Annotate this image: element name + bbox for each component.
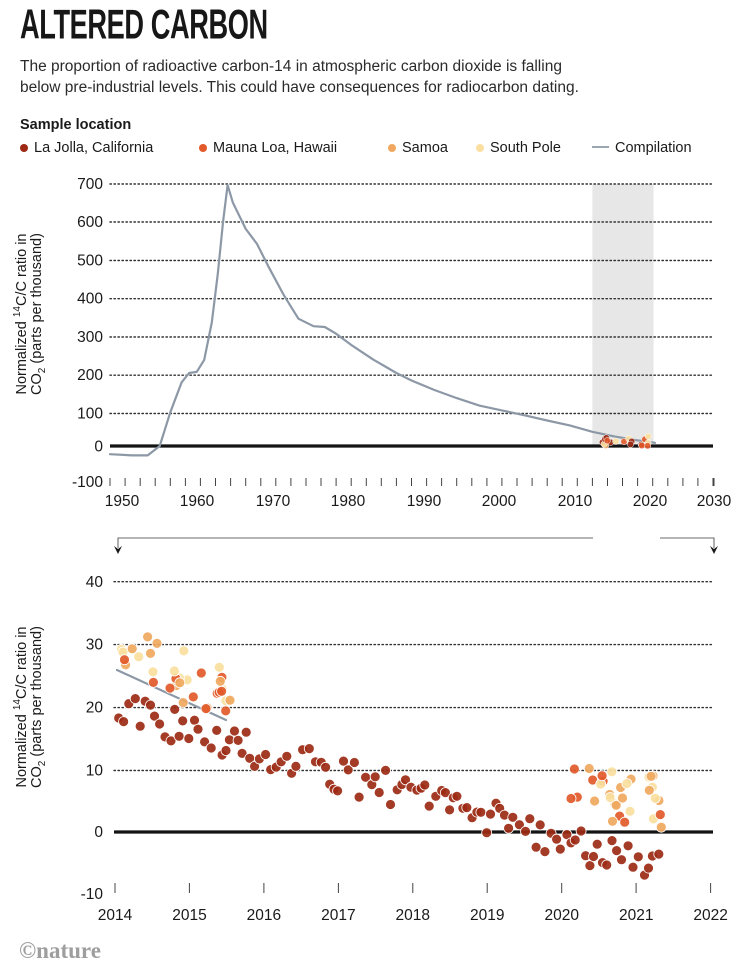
svg-text:300: 300: [77, 329, 103, 346]
svg-text:2016: 2016: [247, 907, 281, 924]
svg-text:1960: 1960: [180, 493, 215, 510]
svg-text:100: 100: [77, 406, 103, 423]
svg-text:500: 500: [77, 253, 103, 270]
svg-text:2018: 2018: [396, 907, 430, 924]
svg-text:2015: 2015: [172, 907, 206, 924]
svg-text:2014: 2014: [98, 907, 133, 924]
svg-text:2010: 2010: [558, 493, 593, 510]
svg-text:40: 40: [86, 574, 104, 591]
svg-text:0: 0: [94, 439, 103, 456]
svg-text:2021: 2021: [619, 907, 653, 924]
svg-text:10: 10: [86, 763, 104, 780]
svg-text:2000: 2000: [482, 493, 517, 510]
svg-text:200: 200: [77, 367, 103, 384]
svg-text:1980: 1980: [331, 493, 366, 510]
svg-text:400: 400: [77, 291, 103, 308]
svg-text:20: 20: [86, 700, 104, 717]
svg-text:0: 0: [94, 824, 103, 841]
svg-text:30: 30: [86, 637, 104, 654]
svg-text:1970: 1970: [256, 493, 291, 510]
svg-text:2019: 2019: [470, 907, 504, 924]
svg-text:2017: 2017: [321, 907, 355, 924]
svg-text:600: 600: [77, 214, 103, 231]
svg-text:1950: 1950: [105, 493, 140, 510]
svg-text:-10: -10: [81, 886, 104, 903]
svg-text:-100: -100: [72, 474, 103, 491]
svg-text:700: 700: [77, 176, 103, 193]
svg-text:2030: 2030: [697, 493, 732, 510]
svg-text:2020: 2020: [633, 493, 668, 510]
svg-text:2020: 2020: [544, 907, 579, 924]
svg-text:2022: 2022: [693, 907, 727, 924]
svg-text:1990: 1990: [407, 493, 442, 510]
